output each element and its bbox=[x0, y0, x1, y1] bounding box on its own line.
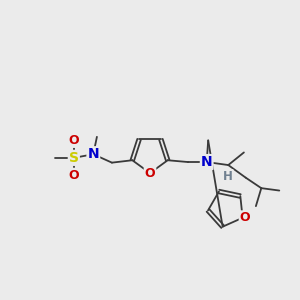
Text: N: N bbox=[88, 147, 99, 161]
Text: O: O bbox=[68, 169, 79, 182]
Text: O: O bbox=[68, 134, 79, 147]
Text: N: N bbox=[201, 155, 212, 169]
Text: H: H bbox=[223, 170, 232, 183]
Text: O: O bbox=[240, 211, 250, 224]
Text: O: O bbox=[145, 167, 155, 180]
Text: S: S bbox=[69, 151, 79, 165]
